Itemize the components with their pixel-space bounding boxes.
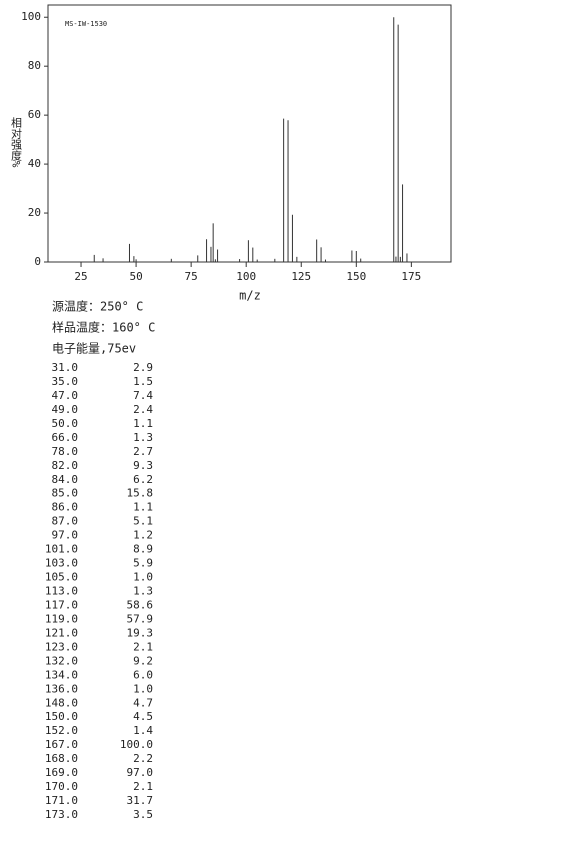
y-tick-label: 0 <box>34 255 41 268</box>
table-intensity: 100.0 <box>120 738 153 751</box>
table-intensity: 9.2 <box>133 654 153 667</box>
condition: 源温度：250° C <box>52 299 143 314</box>
table-mz: 87.0 <box>52 515 79 528</box>
table-mz: 148.0 <box>45 696 78 709</box>
table-mz: 105.0 <box>45 571 78 584</box>
table-mz: 170.0 <box>45 780 78 793</box>
y-axis-label: 相对强度% <box>10 116 23 167</box>
table-intensity: 1.0 <box>133 571 153 584</box>
table-intensity: 1.3 <box>133 585 153 598</box>
table-mz: 47.0 <box>52 389 79 402</box>
table-mz: 97.0 <box>52 529 79 542</box>
x-axis-label: m/z <box>239 289 261 303</box>
table-intensity: 1.5 <box>133 375 153 388</box>
table-mz: 136.0 <box>45 682 78 695</box>
table-mz: 167.0 <box>45 738 78 751</box>
table-mz: 132.0 <box>45 654 78 667</box>
condition: 电子能量,75ev <box>52 342 136 356</box>
table-intensity: 3.5 <box>133 808 153 821</box>
table-intensity: 2.1 <box>133 640 153 653</box>
table-intensity: 2.7 <box>133 445 153 458</box>
table-intensity: 1.3 <box>133 431 153 444</box>
table-mz: 86.0 <box>52 501 79 514</box>
table-intensity: 1.1 <box>133 501 153 514</box>
table-intensity: 5.1 <box>133 515 153 528</box>
table-intensity: 9.3 <box>133 459 153 472</box>
table-mz: 101.0 <box>45 543 78 556</box>
table-intensity: 6.0 <box>133 668 153 681</box>
x-tick-label: 100 <box>236 270 256 283</box>
y-tick-label: 80 <box>28 59 41 72</box>
table-intensity: 19.3 <box>127 626 154 639</box>
annotation: MS-IW-1530 <box>65 20 107 28</box>
y-tick-label: 40 <box>28 157 41 170</box>
table-intensity: 8.9 <box>133 543 153 556</box>
table-mz: 84.0 <box>52 473 79 486</box>
x-tick-label: 150 <box>346 270 366 283</box>
table-intensity: 4.7 <box>133 696 153 709</box>
table-mz: 66.0 <box>52 431 79 444</box>
table-mz: 103.0 <box>45 557 78 570</box>
y-tick-label: 60 <box>28 108 41 121</box>
table-intensity: 7.4 <box>133 389 153 402</box>
table-intensity: 2.2 <box>133 752 153 765</box>
table-mz: 121.0 <box>45 626 78 639</box>
table-mz: 119.0 <box>45 612 78 625</box>
x-tick-label: 125 <box>291 270 311 283</box>
table-mz: 31.0 <box>52 361 79 374</box>
table-intensity: 6.2 <box>133 473 153 486</box>
table-intensity: 1.2 <box>133 529 153 542</box>
condition: 样品温度：160° C <box>52 320 155 335</box>
table-intensity: 15.8 <box>127 487 154 500</box>
table-intensity: 5.9 <box>133 557 153 570</box>
table-intensity: 2.4 <box>133 403 153 416</box>
y-tick-label: 100 <box>21 10 41 23</box>
table-mz: 82.0 <box>52 459 79 472</box>
table-mz: 117.0 <box>45 598 78 611</box>
table-mz: 123.0 <box>45 640 78 653</box>
table-intensity: 1.1 <box>133 417 153 430</box>
table-intensity: 2.9 <box>133 361 153 374</box>
x-tick-label: 50 <box>129 270 142 283</box>
table-mz: 173.0 <box>45 808 78 821</box>
table-mz: 171.0 <box>45 794 78 807</box>
table-intensity: 1.0 <box>133 682 153 695</box>
table-mz: 169.0 <box>45 766 78 779</box>
table-mz: 134.0 <box>45 668 78 681</box>
table-mz: 168.0 <box>45 752 78 765</box>
table-mz: 50.0 <box>52 417 79 430</box>
table-mz: 113.0 <box>45 585 78 598</box>
x-tick-label: 25 <box>74 270 87 283</box>
x-tick-label: 75 <box>185 270 198 283</box>
x-tick-label: 175 <box>401 270 421 283</box>
table-mz: 35.0 <box>52 375 79 388</box>
table-intensity: 4.5 <box>133 710 153 723</box>
table-mz: 49.0 <box>52 403 79 416</box>
table-mz: 150.0 <box>45 710 78 723</box>
table-mz: 78.0 <box>52 445 79 458</box>
table-intensity: 97.0 <box>127 766 154 779</box>
table-intensity: 2.1 <box>133 780 153 793</box>
table-mz: 152.0 <box>45 724 78 737</box>
plot-frame <box>47 4 452 263</box>
table-intensity: 1.4 <box>133 724 153 737</box>
table-intensity: 58.6 <box>127 598 154 611</box>
table-mz: 85.0 <box>52 487 79 500</box>
y-tick-label: 20 <box>28 206 41 219</box>
table-intensity: 31.7 <box>127 794 154 807</box>
table-intensity: 57.9 <box>127 612 154 625</box>
